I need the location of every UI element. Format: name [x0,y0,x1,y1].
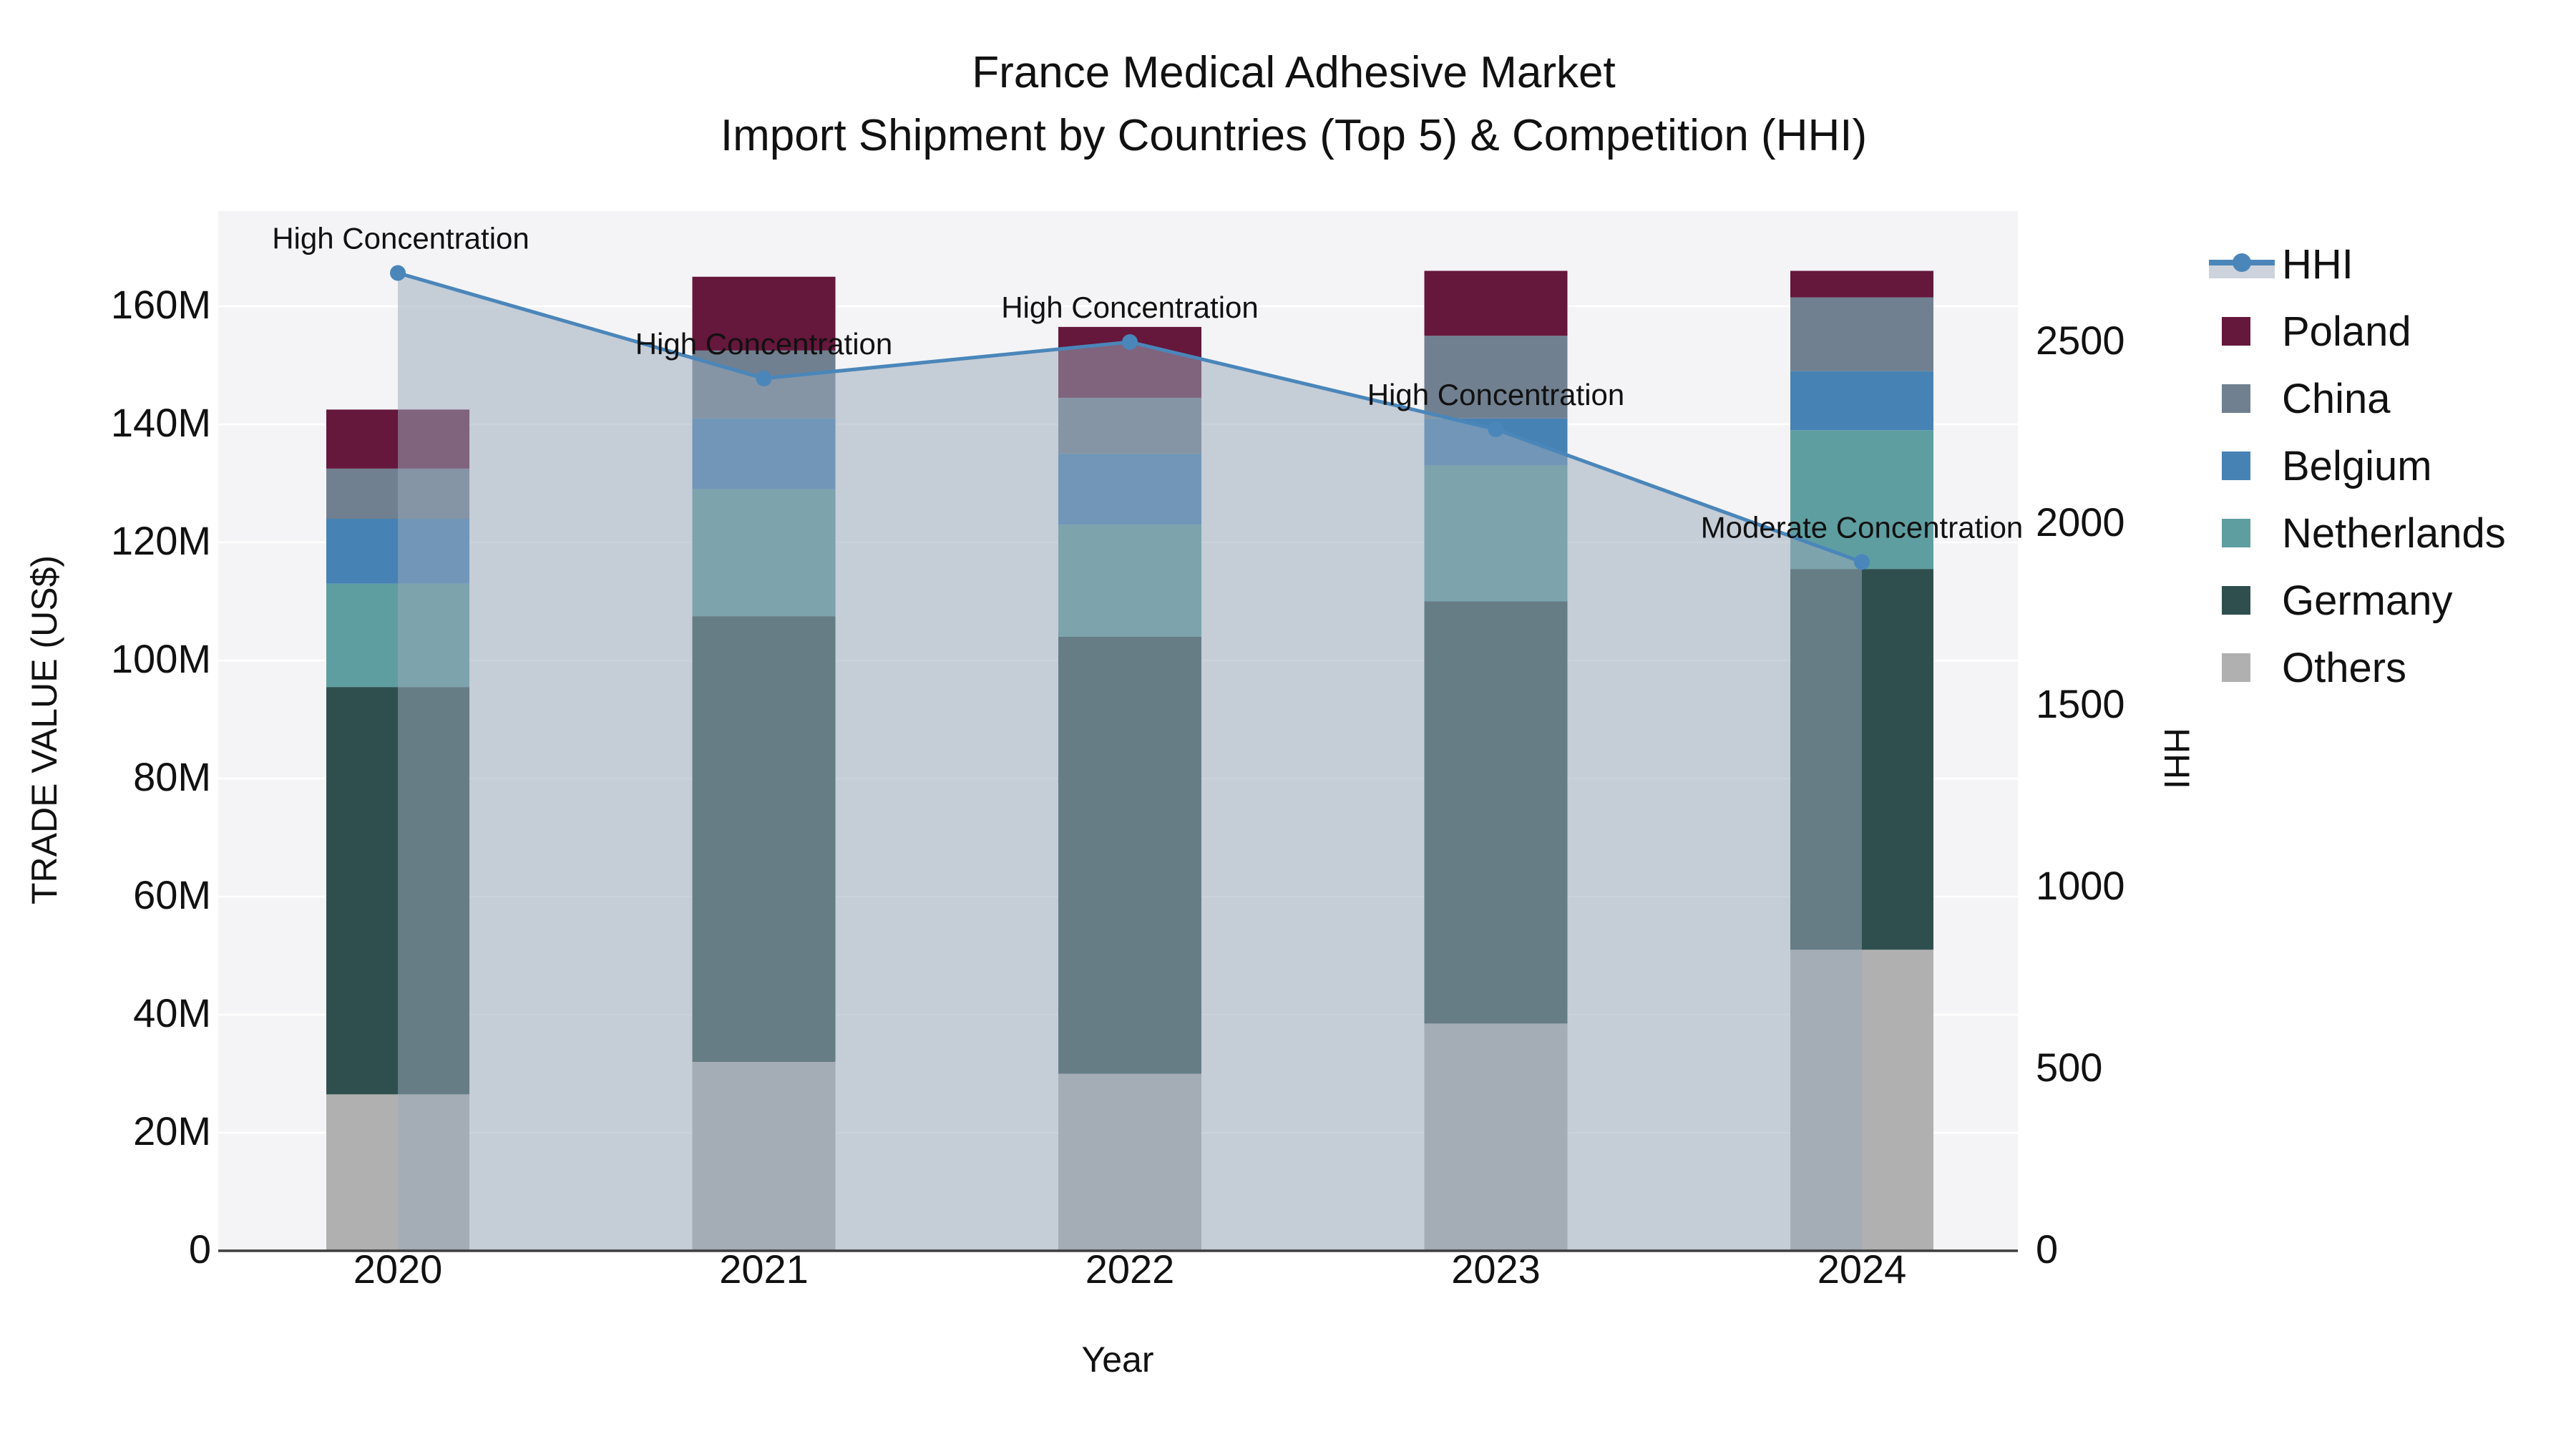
annotation-2021: High Concentration [635,327,893,361]
legend-label: HHI [2282,240,2353,288]
hhi-area [398,273,1862,1252]
bar-segment-2024-poland [1790,270,1933,298]
hhi-marker-2020 [390,265,406,281]
bar-segment-2024-china [1790,297,1933,371]
left-tick-100M: 100M [111,636,211,681]
left-tick-160M: 160M [111,282,211,327]
legend: HHI Poland China Belgium Netherlands Ger… [2209,230,2506,701]
annotation-2022: High Concentration [1001,291,1259,324]
right-tick-500: 500 [2036,1045,2102,1090]
others-swatch-icon [2222,653,2250,682]
germany-swatch-icon [2222,586,2250,615]
right-tick-2000: 2000 [2036,499,2125,545]
poland-swatch-icon [2222,317,2250,346]
legend-label: Poland [2282,308,2411,355]
legend-label: Germany [2282,577,2453,624]
legend-item-germany: Germany [2209,567,2506,634]
legend-label: Belgium [2282,442,2432,489]
hhi-marker-2021 [756,370,772,386]
right-tick-0: 0 [2036,1226,2058,1272]
bar-segment-2023-poland [1424,270,1568,336]
legend-label: Netherlands [2282,509,2506,557]
right-axis-title: HHI [2157,727,2197,790]
hhi-marker-2023 [1488,421,1504,437]
x-tick-2021: 2021 [719,1246,809,1292]
legend-item-others: Others [2209,634,2506,701]
bar-segment-2021-poland [692,276,836,351]
x-tick-2020: 2020 [353,1246,443,1292]
right-tick-1500: 1500 [2036,681,2125,726]
legend-item-china: China [2209,365,2506,432]
hhi-line-area-icon [2209,247,2275,281]
left-tick-0: 0 [189,1226,211,1272]
right-tick-2500: 2500 [2036,318,2125,363]
left-tick-40M: 40M [133,990,211,1035]
legend-item-poland: Poland [2209,298,2506,365]
annotation-2020: High Concentration [272,222,530,255]
hhi-marker-swatch [2233,253,2251,272]
left-tick-20M: 20M [133,1108,211,1153]
legend-label: Others [2282,644,2407,691]
left-axis-title: TRADE VALUE (US$) [24,555,64,905]
left-tick-120M: 120M [111,518,211,563]
chart-title-line2: Import Shipment by Countries (Top 5) & C… [720,111,1868,160]
annotation-2023: High Concentration [1367,378,1625,411]
legend-label: China [2282,375,2391,422]
x-tick-2022: 2022 [1085,1246,1175,1292]
hhi-marker-2024 [1854,554,1870,570]
legend-item-hhi: HHI [2209,230,2506,298]
bar-segment-2024-belgium [1790,371,1933,431]
chart-title: France Medical Adhesive Market Import Sh… [721,42,1867,167]
bar-segment-2023-china [1424,336,1568,419]
x-tick-2024: 2024 [1818,1246,1907,1292]
legend-item-belgium: Belgium [2209,432,2506,499]
left-tick-60M: 60M [133,872,211,917]
x-tick-2023: 2023 [1451,1246,1541,1292]
right-tick-1000: 1000 [2036,863,2125,908]
left-tick-80M: 80M [133,754,211,799]
left-tick-140M: 140M [111,400,211,445]
x-axis-title: Year [1081,1340,1154,1380]
chart-title-line1: France Medical Adhesive Market [972,48,1616,97]
annotation-2024: Moderate Concentration [1701,510,2024,544]
legend-item-netherlands: Netherlands [2209,499,2506,567]
belgium-swatch-icon [2222,452,2250,480]
china-swatch-icon [2222,384,2250,413]
hhi-marker-2022 [1122,334,1138,350]
netherlands-swatch-icon [2222,519,2250,547]
